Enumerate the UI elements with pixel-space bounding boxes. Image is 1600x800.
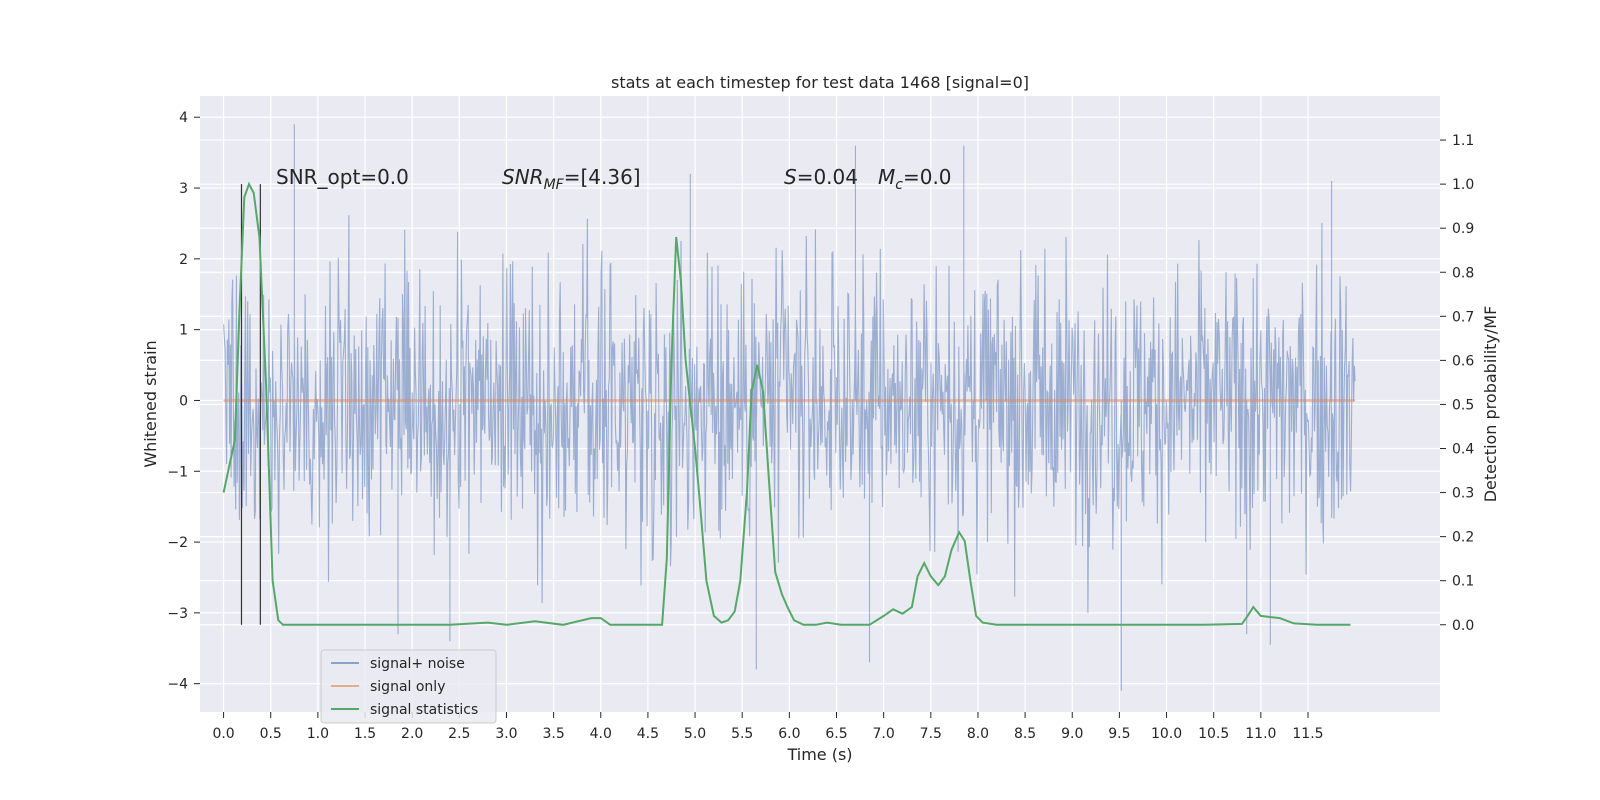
- x-tick-label: 7.0: [873, 726, 895, 742]
- y2-tick-label: 0.8: [1452, 265, 1474, 281]
- legend-label-signal: signal only: [370, 679, 445, 695]
- annotation-snr-mf: SNRMF=[4.36]: [502, 165, 641, 193]
- x-tick-label: 8.5: [1014, 726, 1036, 742]
- noise-path: [223, 124, 1356, 691]
- x-tick-label: 1.0: [307, 726, 329, 742]
- annotation-s: S=0.04: [784, 165, 858, 189]
- y-tick-label: 1: [179, 323, 188, 339]
- x-tick-label: 10.0: [1151, 726, 1182, 742]
- y-tick-label: −3: [167, 606, 188, 622]
- chart-title: stats at each timestep for test data 146…: [611, 73, 1029, 92]
- x-tick-label: 0.0: [212, 726, 234, 742]
- x-tick-label: 4.0: [590, 726, 612, 742]
- y-tick-label: 3: [179, 181, 188, 197]
- y-tick-label: −1: [167, 464, 188, 480]
- y2-tick-label: 0.7: [1452, 309, 1474, 325]
- y2-tick-label: 0.3: [1452, 486, 1474, 502]
- y-axis-ticks: 4 3 2 1 0 −1 −2 −3 −4: [167, 110, 200, 693]
- y2-axis-ticks: 1.1 1.0 0.9 0.8 0.7 0.6 0.5 0.4 0.3 0.2 0.1 0.0: [1440, 133, 1474, 634]
- annotation-snr-opt: SNR_opt=0.0: [276, 165, 409, 189]
- x-tick-label: 9.5: [1108, 726, 1130, 742]
- y2-tick-label: 0.2: [1452, 530, 1474, 546]
- annotation-mc: Mc=0.0: [878, 165, 952, 193]
- x-tick-label: 2.0: [401, 726, 423, 742]
- x-tick-label: 6.5: [825, 726, 847, 742]
- x-tick-label: 3.5: [542, 726, 564, 742]
- x-tick-label: 10.5: [1198, 726, 1229, 742]
- x-tick-label: 3.0: [495, 726, 517, 742]
- x-tick-label: 4.5: [637, 726, 659, 742]
- y-tick-label: 0: [179, 393, 188, 409]
- x-tick-label: 6.0: [778, 726, 800, 742]
- x-tick-label: 9.0: [1061, 726, 1083, 742]
- y2-tick-label: 0.6: [1452, 353, 1474, 369]
- signal-statistics-line: [222, 181, 1351, 626]
- grid: [200, 96, 1440, 712]
- x-tick-label: 8.0: [967, 726, 989, 742]
- y-tick-label: 2: [179, 252, 188, 268]
- x-axis-ticks: 0.0 0.5 1.0 1.5 2.0 2.5 3.0 3.5 4.0 4.5 5.0 5.5 6.0 6…: [212, 712, 1324, 742]
- x-tick-label: 2.5: [448, 726, 470, 742]
- y2-tick-label: 0.0: [1452, 618, 1474, 634]
- legend: signal+ noise signal only signal statist…: [320, 649, 497, 724]
- y2-tick-label: 1.0: [1452, 177, 1474, 193]
- y2-tick-label: 1.1: [1452, 133, 1474, 149]
- y2-tick-label: 0.1: [1452, 574, 1474, 590]
- x-tick-label: 11.0: [1245, 726, 1276, 742]
- x-tick-label: 7.5: [920, 726, 942, 742]
- legend-label-stats: signal statistics: [370, 702, 478, 718]
- y2-axis-label: Detection probability/MF: [1481, 306, 1500, 503]
- y2-tick-label: 0.5: [1452, 397, 1474, 413]
- legend-label-noise: signal+ noise: [370, 656, 465, 672]
- y-tick-label: 4: [179, 110, 188, 126]
- x-tick-label: 5.5: [731, 726, 753, 742]
- y-tick-label: −4: [167, 677, 188, 693]
- y2-tick-label: 0.9: [1452, 221, 1474, 237]
- y-axis-label: Whitened strain: [141, 340, 160, 467]
- x-tick-label: 1.5: [354, 726, 376, 742]
- y-tick-label: −2: [167, 535, 188, 551]
- y2-tick-label: 0.4: [1452, 442, 1474, 458]
- signal-noise-trace: [223, 124, 1356, 691]
- legend-box: [320, 649, 497, 724]
- x-tick-label: 11.5: [1292, 726, 1323, 742]
- x-tick-label: 0.5: [260, 726, 282, 742]
- x-axis-label: Time (s): [786, 745, 852, 764]
- x-tick-label: 5.0: [684, 726, 706, 742]
